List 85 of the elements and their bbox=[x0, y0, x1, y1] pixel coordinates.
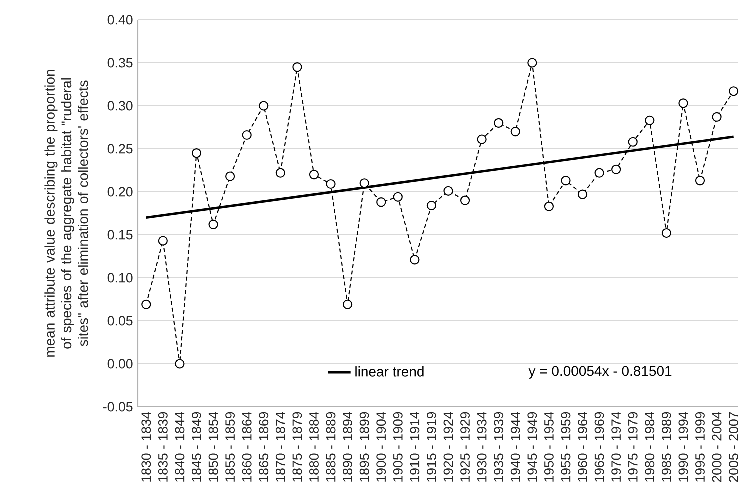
point bbox=[662, 228, 672, 238]
point bbox=[561, 176, 571, 186]
point bbox=[695, 176, 706, 186]
point bbox=[612, 164, 622, 174]
point bbox=[628, 137, 638, 147]
point bbox=[426, 200, 437, 211]
point bbox=[309, 170, 320, 180]
x-tick-label: 1955 - 1959 bbox=[561, 412, 571, 482]
x-tick-label: 1830 - 1834 bbox=[142, 412, 152, 482]
x-tick-label: 1930 - 1934 bbox=[477, 412, 487, 482]
x-tick-label: 1850 - 1854 bbox=[208, 412, 218, 482]
x-tick-label: 1910 - 1914 bbox=[410, 412, 420, 482]
x-tick-label: 1920 - 1924 bbox=[444, 412, 454, 482]
x-tick-label: 1975 - 1979 bbox=[628, 412, 638, 482]
point bbox=[460, 196, 470, 206]
point bbox=[226, 172, 236, 182]
x-tick-label: 1980 - 1984 bbox=[645, 412, 655, 482]
point bbox=[292, 62, 302, 72]
x-tick-label: 1840 - 1844 bbox=[175, 412, 185, 482]
y-tick-label: 0.25 bbox=[108, 144, 133, 154]
y-tick-label: -0.05 bbox=[103, 402, 133, 412]
x-tick-label: 1995 - 1999 bbox=[696, 412, 705, 482]
point bbox=[578, 190, 588, 200]
point bbox=[276, 168, 286, 178]
x-tick-label: 1885 - 1889 bbox=[326, 412, 336, 482]
y-tick-label: 0.15 bbox=[108, 230, 133, 240]
point bbox=[544, 202, 554, 212]
y-tick-label: 0.35 bbox=[108, 58, 133, 68]
x-tick-label: 2005 - 2007 bbox=[729, 412, 739, 482]
x-tick-label: 1960 - 1964 bbox=[578, 412, 588, 482]
x-tick-label: 1965 - 1969 bbox=[594, 412, 604, 482]
legend-label: linear trend bbox=[356, 366, 424, 377]
point bbox=[242, 130, 252, 140]
x-tick-label: 1905 - 1909 bbox=[393, 412, 403, 482]
x-tick-label: 1865 - 1869 bbox=[259, 412, 269, 482]
x-tick-label: 2000 - 2004 bbox=[712, 412, 722, 482]
point bbox=[192, 148, 202, 158]
point bbox=[393, 192, 403, 202]
x-tick-label: 1945 - 1949 bbox=[528, 412, 538, 482]
x-tick-label: 1860 - 1864 bbox=[242, 412, 252, 482]
point bbox=[712, 112, 722, 122]
x-tick-label: 1925 - 1929 bbox=[460, 412, 470, 482]
x-tick-label: 1880 - 1884 bbox=[310, 412, 319, 482]
point bbox=[208, 220, 218, 230]
annotation: y = 0.00054x - 0.81501 bbox=[528, 366, 672, 379]
x-tick-label: 1900 - 1904 bbox=[376, 412, 386, 482]
x-tick-label: 1935 - 1939 bbox=[494, 412, 504, 482]
x-tick-label: 1970 - 1974 bbox=[612, 412, 622, 482]
point bbox=[678, 98, 688, 108]
y-tick-label: 0.00 bbox=[108, 359, 133, 369]
point bbox=[645, 116, 655, 126]
y-tick-label: 0.20 bbox=[108, 187, 133, 197]
point bbox=[729, 86, 739, 96]
x-tick-label: 1985 - 1989 bbox=[662, 412, 672, 482]
point bbox=[342, 300, 353, 310]
x-tick-label: 1895 - 1899 bbox=[360, 412, 370, 482]
x-tick-label: 1990 - 1994 bbox=[678, 412, 688, 482]
y-axis-title: mean attribute value describing the proportion of species of the aggregate habitat "ruderal sites" after elimination of collectors' effects bbox=[44, 70, 88, 357]
point bbox=[510, 127, 520, 137]
point bbox=[360, 178, 370, 188]
x-tick-label: 1950 - 1954 bbox=[544, 412, 554, 482]
point bbox=[494, 118, 504, 128]
point bbox=[444, 186, 454, 196]
x-tick-label: 1855 - 1859 bbox=[226, 412, 236, 482]
x-tick-label: 1835 - 1839 bbox=[158, 412, 168, 482]
y-tick-label: 0.30 bbox=[108, 101, 133, 111]
point bbox=[528, 58, 538, 68]
x-tick-label: 1845 - 1849 bbox=[192, 412, 202, 482]
point bbox=[259, 101, 269, 111]
point bbox=[477, 134, 487, 144]
y-tick-label: 0.05 bbox=[108, 316, 133, 326]
x-tick-label: 1890 - 1894 bbox=[343, 412, 353, 482]
point bbox=[158, 236, 168, 246]
x-tick-label: 1875 - 1879 bbox=[292, 412, 302, 482]
point bbox=[594, 168, 604, 178]
point bbox=[175, 359, 185, 369]
point bbox=[326, 179, 336, 190]
y-tick-label: 0.40 bbox=[108, 15, 133, 25]
point bbox=[410, 255, 420, 265]
x-tick-label: 1940 - 1944 bbox=[510, 412, 520, 482]
x-tick-label: 1915 - 1919 bbox=[426, 412, 436, 482]
x-tick-label: 1870 - 1874 bbox=[276, 412, 286, 482]
point bbox=[376, 198, 386, 208]
point bbox=[142, 300, 152, 310]
y-tick-label: 0.10 bbox=[108, 273, 133, 283]
